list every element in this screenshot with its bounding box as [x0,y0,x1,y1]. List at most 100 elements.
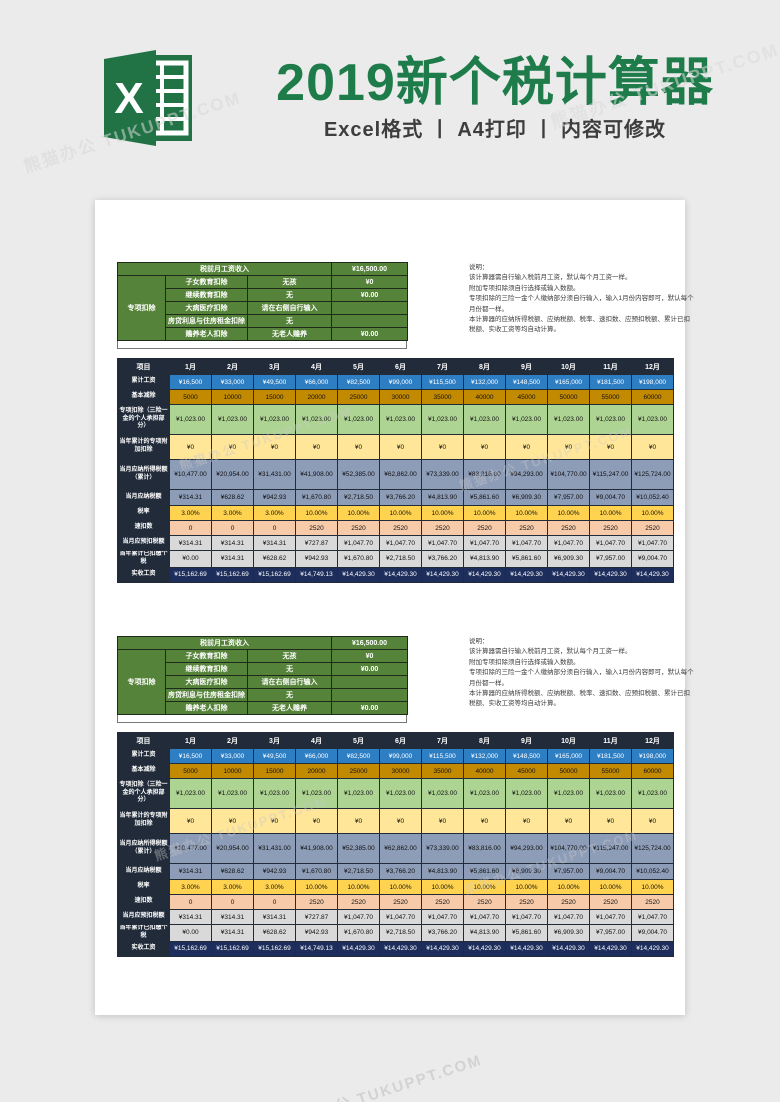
value-cell: ¥1,047.70 [379,909,422,925]
deduction-amount-input[interactable] [331,314,409,328]
table-row: 当月应纳所得税额（累计） ¥10,477.00 ¥20,954.00 ¥31,431.… [117,459,674,490]
deduction-option-select[interactable]: 无 [246,314,333,328]
value-cell: ¥0 [631,434,674,460]
value-cell: ¥14,429.30 [589,940,632,957]
deduction-option-select[interactable]: 请在右侧自行输入 [246,675,333,689]
value-cell: 3.00% [169,879,212,895]
value-cell: ¥7,957.00 [547,863,590,880]
value-cell: ¥148,500 [505,374,548,390]
page-title: 2019新个税计算器 [276,54,714,112]
value-cell: ¥4,813.90 [463,550,506,568]
deduction-amount-input[interactable] [331,675,409,689]
table-row: 当年累计的专项附加扣除 ¥0 ¥0 ¥0 ¥0 ¥0 ¥0 ¥0 ¥0 ¥0 ¥0 ¥0 ¥0 [117,808,674,834]
deduction-amount-input[interactable]: ¥0 [331,649,409,663]
salary-input[interactable]: ¥16,500.00 [331,636,409,650]
value-cell: 2520 [505,894,548,910]
deduction-amount-input[interactable]: ¥0.00 [331,662,409,676]
deduction-option-select[interactable]: 无 [246,688,333,702]
value-cell: ¥115,500 [421,374,464,390]
value-cell: 15000 [253,763,296,779]
deduction-option-select[interactable]: 无老人赡养 [246,327,333,341]
value-cell: 0 [253,520,296,536]
instructions-note: 说明： 该计算器需自行输入税前月工资，默认每个月工资一样。 附加专项扣除须自行选择或… [469,637,695,710]
table-row: 基本减除 5000 10000 15000 20000 25000 30000 35000 40… [117,389,674,405]
value-cell: ¥52,385.00 [337,833,380,864]
row-label: 当月应纳税额 [117,863,170,880]
value-cell: 60000 [631,389,674,405]
value-cell: ¥1,047.70 [589,535,632,551]
deduction-label: 大病医疗扣除 [165,675,248,689]
input-section: 税前月工资收入 ¥16,500.00 专项扣除 子女教育扣除 无孩 ¥0 继续教育扣除无 ¥0… [116,636,409,715]
value-cell: 10.00% [337,505,380,521]
value-cell: 55000 [589,763,632,779]
value-cell: ¥6,909.30 [547,924,590,942]
value-cell: 2520 [421,894,464,910]
value-cell: ¥0 [295,434,338,460]
value-cell: 10.00% [421,879,464,895]
value-cell: ¥1,023.00 [379,778,422,809]
deduction-option-select[interactable]: 无老人赡养 [246,701,333,715]
value-cell: ¥314.31 [211,535,254,551]
row-label: 税率 [117,505,170,521]
value-cell: ¥628.62 [211,489,254,506]
row-label: 基本减除 [117,389,170,405]
deduction-group-label: 专项扣除 [117,649,166,715]
column-header-month: 3月 [253,732,296,749]
deduction-option-select[interactable]: 无孩 [246,649,333,663]
value-cell: 40000 [463,389,506,405]
value-cell: 3.00% [211,879,254,895]
deduction-amount-input[interactable]: ¥0.00 [331,288,409,302]
table-row: 税率 3.00% 3.00% 3.00% 10.00% 10.00% 10.00% 10.00… [117,505,674,521]
value-cell: ¥14,429.30 [379,566,422,583]
deduction-option-select[interactable]: 无孩 [246,275,333,289]
value-cell: 5000 [169,389,212,405]
value-cell: ¥314.31 [211,550,254,568]
value-cell: 0 [211,894,254,910]
value-cell: 60000 [631,763,674,779]
deduction-amount-input[interactable] [331,688,409,702]
deduction-option-select[interactable]: 无 [246,288,333,302]
value-cell: ¥1,023.00 [505,778,548,809]
value-cell: 2520 [295,520,338,536]
salary-input[interactable]: ¥16,500.00 [331,262,409,276]
value-cell: 3.00% [253,879,296,895]
value-cell: 10.00% [421,505,464,521]
value-cell: ¥1,047.70 [421,909,464,925]
deduction-amount-input[interactable]: ¥0.00 [331,701,409,715]
deduction-amount-input[interactable] [331,301,409,315]
note-title: 说明： [469,638,489,645]
value-cell: 10.00% [631,505,674,521]
table-row: 当年累计已扣缴个税 ¥0.00 ¥314.31 ¥628.62 ¥942.93 ¥1,67… [117,550,674,568]
value-cell: ¥4,813.90 [421,489,464,506]
deduction-option-select[interactable]: 请在右侧自行输入 [246,301,333,315]
deduction-option-select[interactable]: 无 [246,662,333,676]
value-cell: 35000 [421,389,464,405]
column-header-month: 12月 [631,358,674,375]
value-cell: ¥1,023.00 [295,778,338,809]
value-cell: 20000 [295,389,338,405]
value-cell: ¥1,023.00 [463,778,506,809]
value-cell: ¥1,023.00 [547,778,590,809]
value-cell: 20000 [295,763,338,779]
value-cell: ¥49,500 [253,374,296,390]
value-cell: ¥1,670.80 [295,489,338,506]
row-label: 当月应预扣税额 [117,909,170,925]
value-cell: ¥14,429.30 [337,940,380,957]
table-row: 当年累计已扣缴个税 ¥0.00 ¥314.31 ¥628.62 ¥942.93 ¥1,67… [117,924,674,942]
deduction-label: 继续教育扣除 [165,288,248,302]
value-cell: ¥0 [505,808,548,834]
deduction-amount-input[interactable]: ¥0.00 [331,327,409,341]
deduction-label: 赡养老人扣除 [165,701,248,715]
row-label: 当年累计已扣缴个税 [117,924,170,942]
value-cell: 2520 [589,894,632,910]
value-cell: ¥5,861.60 [463,863,506,880]
deduction-amount-input[interactable]: ¥0 [331,275,409,289]
value-cell: ¥0 [211,434,254,460]
deduction-label: 赡养老人扣除 [165,327,248,341]
table-row: 当月应纳税额 ¥314.31 ¥628.62 ¥942.93 ¥1,670.80 ¥2,7… [117,489,674,506]
value-cell: 10.00% [631,879,674,895]
note-line: 附加专项扣除须自行选择或输入数额。 [469,658,580,666]
column-header-month: 9月 [505,732,548,749]
value-cell: 0 [169,520,212,536]
table-row: 基本减除 5000 10000 15000 20000 25000 30000 35000 40… [117,763,674,779]
